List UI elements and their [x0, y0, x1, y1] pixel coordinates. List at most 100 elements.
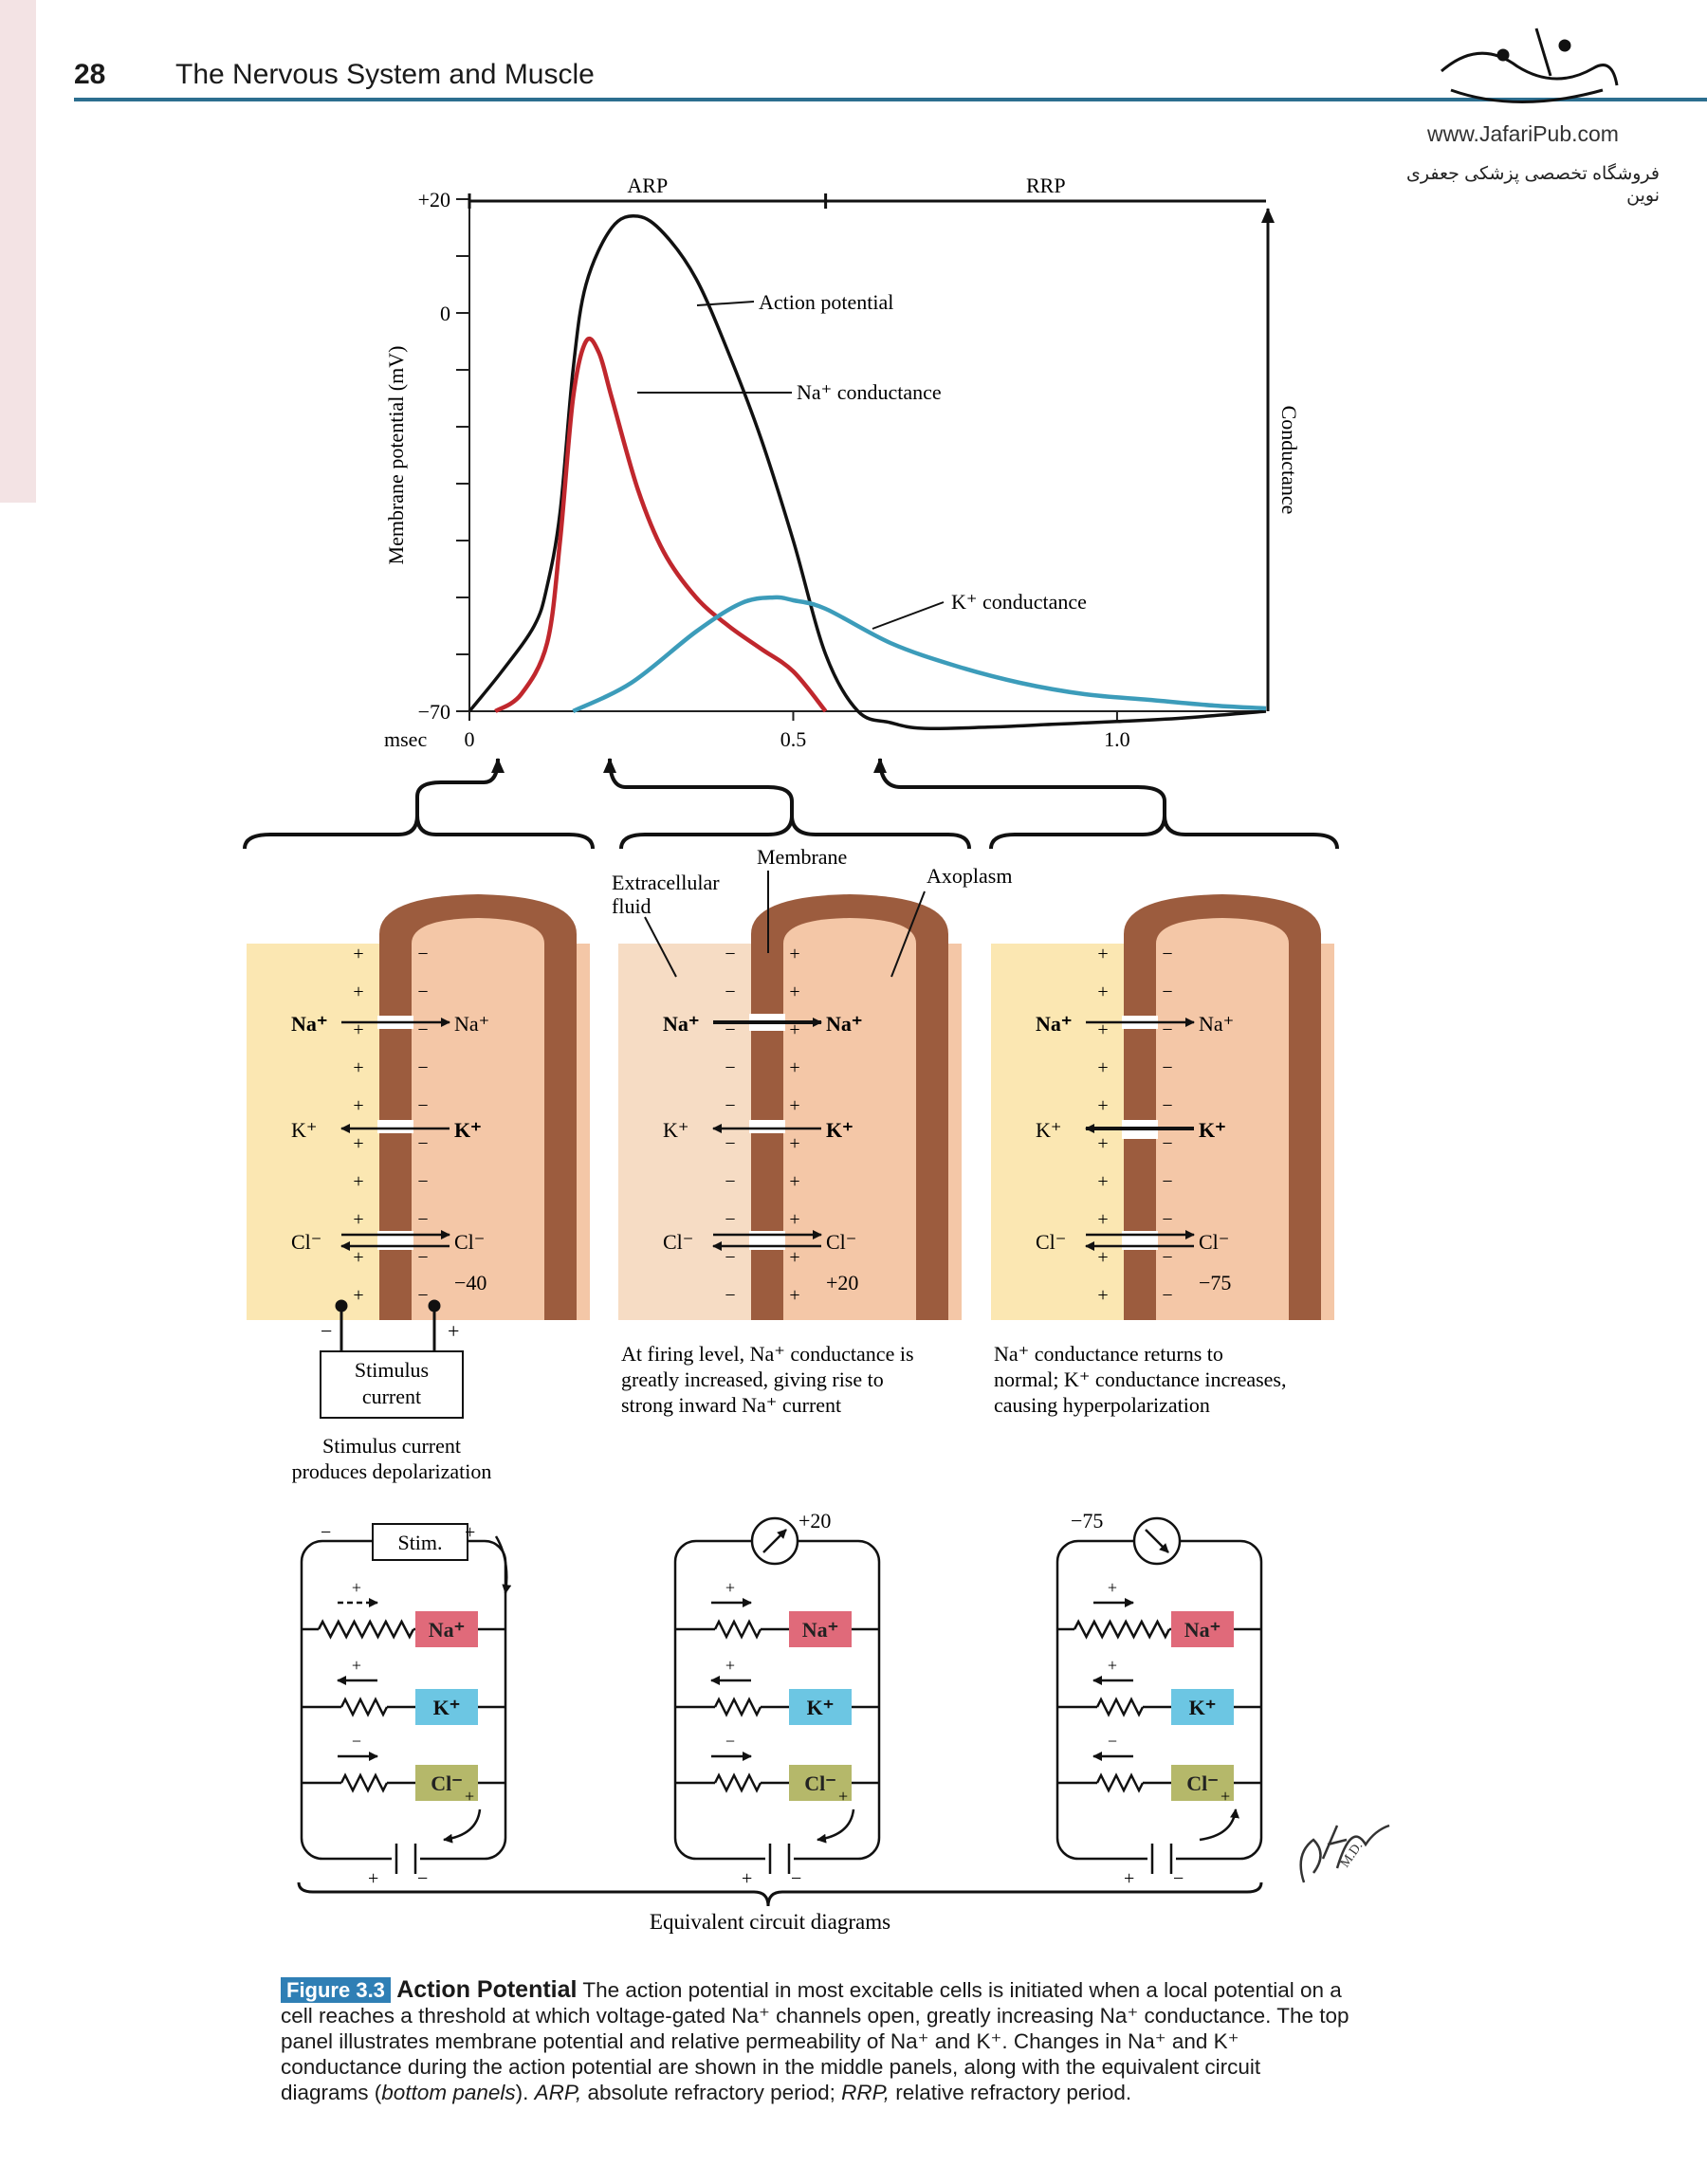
cap-minus: − — [417, 1868, 428, 1889]
circuit-brace — [297, 1881, 1263, 1907]
cl-in-label: Cl⁻ — [454, 1230, 485, 1254]
series-action-potential — [468, 213, 1267, 731]
outer-charge: − — [725, 1133, 735, 1154]
outer-charge: + — [353, 1133, 363, 1154]
caption-mid2: absolute refractory period; — [581, 2081, 842, 2104]
inner-charge: + — [789, 1019, 799, 1040]
cap-plus: + — [1124, 1868, 1134, 1889]
outer-charge: − — [725, 1285, 735, 1306]
figure-caption: Figure 3.3 Action Potential The action p… — [281, 1977, 1352, 2105]
current-sign: − — [1108, 1732, 1117, 1751]
cap-plus: + — [742, 1868, 752, 1889]
extracellular-label-1: Extracellular — [612, 871, 720, 894]
battery-cell — [789, 1765, 852, 1801]
outer-charge: + — [1097, 1019, 1108, 1040]
outer-charge: + — [1097, 944, 1108, 964]
k-out-label: K⁺ — [291, 1118, 318, 1142]
page-number: 28 — [74, 59, 106, 90]
series-k-conductance — [572, 595, 1267, 714]
inner-charge: + — [789, 1285, 799, 1306]
inner-charge: − — [1162, 1133, 1172, 1154]
circuit-1: Stim.− +Na⁺+K⁺+Cl⁻−+ −+ — [300, 1522, 512, 1889]
axoplasm-leader — [890, 890, 926, 978]
outer-charge: + — [1097, 1247, 1108, 1268]
battery-cell — [789, 1611, 852, 1647]
inner-charge: − — [1162, 1057, 1172, 1078]
running-title: The Nervous System and Muscle — [175, 59, 595, 90]
outer-charge: + — [353, 944, 363, 964]
publisher-url[interactable]: www.JafariPub.com — [1427, 121, 1619, 146]
panel-caption-line: Stimulus current — [322, 1434, 461, 1458]
outer-charge: + — [1097, 982, 1108, 1002]
resistor — [340, 1697, 389, 1717]
na-in-label: Na⁺ — [1199, 1012, 1234, 1036]
battery-cell — [415, 1765, 478, 1801]
panel-voltage: −75 — [1199, 1271, 1231, 1294]
inner-charge: + — [789, 982, 799, 1002]
stim-current-arrow — [494, 1535, 512, 1594]
circuit-caption: Equivalent circuit diagrams — [650, 1910, 890, 1934]
header-rule — [74, 98, 1707, 101]
outer-charge: + — [353, 1247, 363, 1268]
current-sign: − — [352, 1732, 361, 1751]
battery-cell — [415, 1689, 478, 1725]
battery-cell — [1171, 1689, 1234, 1725]
resistor — [1095, 1697, 1145, 1717]
membrane-panel-3: + − + − + − + − + − + − + − + − + − + − Na⁺ Na⁺ K⁺ K⁺ Cl⁻ Cl⁻ −75 — [991, 894, 1334, 1320]
cl-out-label: Cl⁻ — [1036, 1230, 1066, 1254]
outer-charge: − — [725, 1095, 735, 1116]
inner-charge: − — [1162, 1247, 1172, 1268]
refractory-period-bar: ARP RRP — [468, 174, 1266, 209]
axoplasm-right — [948, 944, 962, 1320]
inner-charge: − — [417, 1171, 428, 1192]
axoplasm-label: Axoplasm — [927, 864, 1012, 888]
stim-plus: + — [448, 1319, 459, 1343]
outer-charge: + — [353, 1019, 363, 1040]
stim-minus-sign: − — [321, 1522, 331, 1543]
current-sign: + — [725, 1656, 735, 1675]
caption-mid: ). — [515, 2081, 535, 2104]
cap-plus: + — [368, 1868, 378, 1889]
panel-caption-line: Na⁺ conductance returns to — [994, 1342, 1223, 1366]
y-tick-label: 0 — [440, 302, 450, 325]
current-sign: + — [352, 1656, 361, 1675]
panel-caption-line: produces depolarization — [292, 1459, 492, 1483]
resistor — [713, 1697, 762, 1717]
outer-charge: − — [725, 944, 735, 964]
membrane-panel-1: + − + − + − + − + − + − + − + − + − + − Na⁺ Na⁺ K⁺ K⁺ Cl⁻ Cl⁻ −40 — [247, 894, 590, 1320]
battery-label: K⁺ — [1189, 1696, 1217, 1719]
outer-charge: − — [725, 982, 735, 1002]
resistor — [1095, 1772, 1145, 1793]
current-sign: + — [1108, 1656, 1117, 1675]
axoplasm-right — [577, 944, 590, 1320]
inner-charge: + — [789, 1209, 799, 1230]
battery-label: K⁺ — [807, 1696, 835, 1719]
battery-label: Na⁺ — [1184, 1618, 1221, 1642]
capacitive-current-arrow — [1199, 1808, 1239, 1842]
outer-charge: − — [725, 1247, 735, 1268]
outer-charge: − — [725, 1019, 735, 1040]
period-label: RRP — [1026, 174, 1066, 197]
figure-title: Action Potential — [396, 1976, 578, 2003]
figure-label: Figure 3.3 — [281, 1977, 391, 2003]
outer-charge: + — [353, 1057, 363, 1078]
resistor — [340, 1772, 389, 1793]
svg-text:M.D.: M.D. — [1338, 1839, 1366, 1870]
cl-in-label: Cl⁻ — [1199, 1230, 1229, 1254]
inner-charge: − — [417, 944, 428, 964]
inner-charge: − — [1162, 1095, 1172, 1116]
current-sign: + — [1108, 1578, 1117, 1597]
panel-caption-line: normal; K⁺ conductance increases, — [994, 1367, 1286, 1391]
inner-charge: − — [417, 1133, 428, 1154]
stim-minus: − — [321, 1319, 332, 1343]
battery-label: Cl⁻ — [804, 1771, 836, 1795]
publisher-logo-icon — [1441, 28, 1619, 103]
na-out-label: Na⁺ — [291, 1012, 328, 1036]
k-out-label: K⁺ — [663, 1118, 689, 1142]
outer-charge: + — [353, 1285, 363, 1306]
ecf-leader — [644, 916, 677, 978]
